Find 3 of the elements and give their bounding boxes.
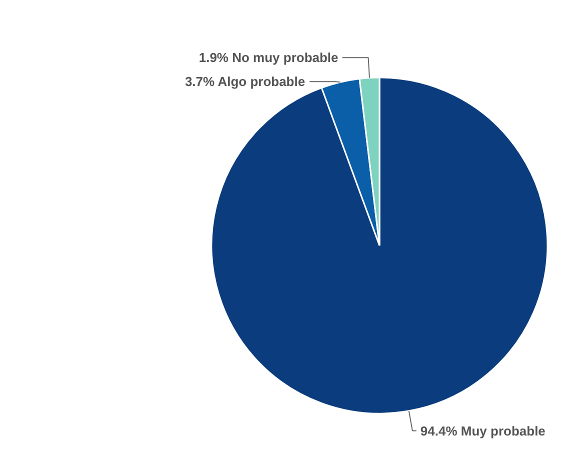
slice-label: 94.4% Muy probable (420, 423, 546, 438)
slice-label: 1.9% No muy probable (198, 50, 338, 66)
slice-label: 3.7% Algo probable (184, 74, 306, 90)
